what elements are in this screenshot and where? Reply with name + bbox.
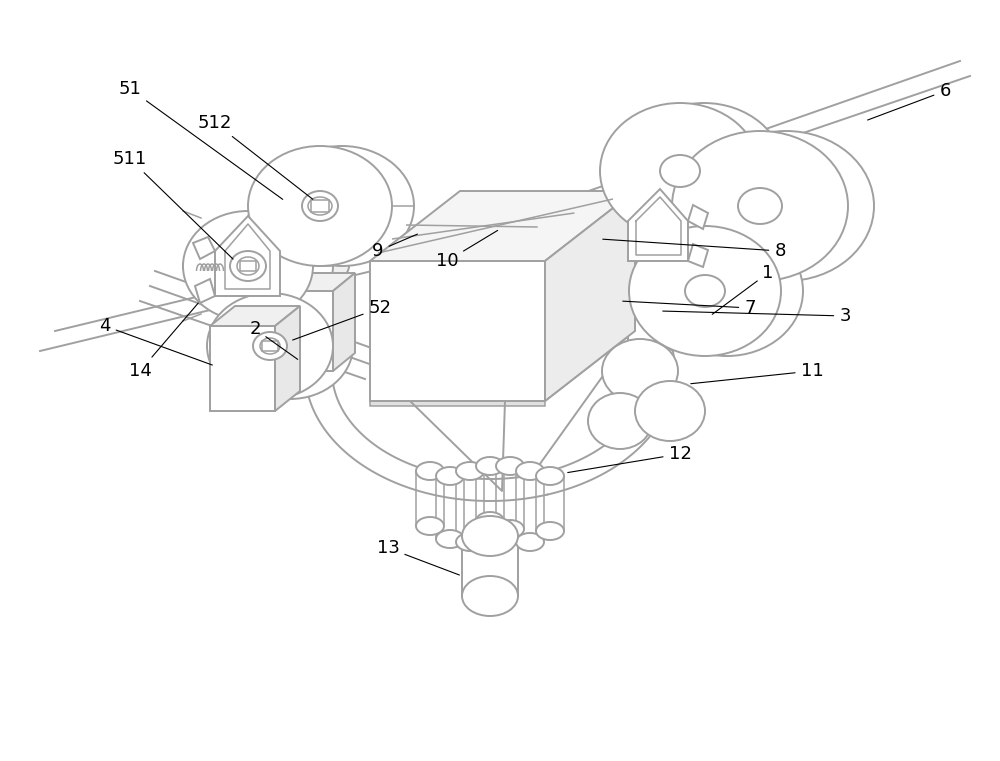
Text: 10: 10 (436, 231, 498, 270)
Ellipse shape (536, 467, 564, 485)
Polygon shape (410, 401, 505, 491)
Ellipse shape (227, 293, 353, 399)
Ellipse shape (624, 103, 784, 239)
Ellipse shape (436, 530, 464, 548)
Polygon shape (392, 213, 574, 239)
Polygon shape (688, 205, 708, 229)
Ellipse shape (436, 467, 464, 485)
Text: 14: 14 (129, 303, 198, 380)
Ellipse shape (685, 275, 725, 307)
Ellipse shape (248, 146, 392, 266)
Ellipse shape (183, 252, 219, 280)
Ellipse shape (588, 393, 652, 449)
Polygon shape (628, 250, 698, 266)
Polygon shape (215, 216, 280, 296)
Text: 6: 6 (868, 82, 951, 120)
Polygon shape (195, 279, 215, 303)
Polygon shape (370, 401, 545, 406)
Polygon shape (210, 306, 300, 326)
Ellipse shape (600, 103, 760, 239)
Ellipse shape (660, 155, 700, 187)
Ellipse shape (476, 457, 504, 475)
Ellipse shape (183, 211, 313, 321)
Ellipse shape (738, 188, 782, 224)
Text: 4: 4 (99, 317, 212, 365)
Ellipse shape (496, 520, 524, 538)
Ellipse shape (536, 522, 564, 540)
Polygon shape (278, 273, 355, 291)
Polygon shape (193, 237, 215, 259)
Polygon shape (333, 273, 355, 371)
Text: 51: 51 (119, 80, 283, 199)
Ellipse shape (416, 517, 444, 535)
Ellipse shape (313, 252, 349, 280)
Ellipse shape (462, 516, 518, 556)
Polygon shape (370, 261, 545, 401)
Text: 13: 13 (377, 539, 459, 575)
Polygon shape (370, 191, 635, 261)
Polygon shape (678, 250, 698, 341)
Ellipse shape (476, 512, 504, 530)
Text: 9: 9 (372, 234, 417, 260)
Ellipse shape (516, 533, 544, 551)
Polygon shape (628, 189, 688, 261)
Ellipse shape (456, 462, 484, 480)
Polygon shape (275, 306, 300, 411)
Ellipse shape (270, 146, 414, 266)
Polygon shape (240, 261, 256, 271)
Polygon shape (311, 200, 329, 212)
Ellipse shape (602, 339, 678, 403)
Polygon shape (378, 199, 613, 253)
Text: 7: 7 (623, 299, 756, 317)
Text: 8: 8 (603, 239, 786, 260)
Text: 12: 12 (568, 445, 691, 473)
Polygon shape (262, 341, 278, 351)
Polygon shape (688, 244, 708, 267)
Ellipse shape (629, 226, 781, 356)
Polygon shape (278, 291, 333, 371)
Text: 2: 2 (249, 320, 298, 359)
Polygon shape (210, 326, 275, 411)
Ellipse shape (230, 251, 266, 281)
Text: 52: 52 (293, 299, 392, 340)
Text: 3: 3 (663, 307, 851, 325)
Ellipse shape (416, 462, 444, 480)
Ellipse shape (698, 131, 874, 281)
Ellipse shape (496, 457, 524, 475)
Text: 512: 512 (198, 114, 313, 199)
Text: 511: 511 (113, 150, 233, 259)
Text: 11: 11 (691, 362, 823, 384)
Ellipse shape (635, 381, 705, 441)
Ellipse shape (456, 533, 484, 551)
Ellipse shape (207, 293, 333, 399)
Ellipse shape (253, 332, 287, 360)
Text: 1: 1 (712, 264, 774, 314)
Ellipse shape (302, 191, 338, 221)
Polygon shape (545, 191, 635, 401)
Polygon shape (628, 266, 678, 341)
Ellipse shape (651, 226, 803, 356)
Polygon shape (406, 225, 538, 227)
Ellipse shape (462, 576, 518, 616)
Ellipse shape (672, 131, 848, 281)
Ellipse shape (203, 211, 333, 321)
Ellipse shape (516, 462, 544, 480)
